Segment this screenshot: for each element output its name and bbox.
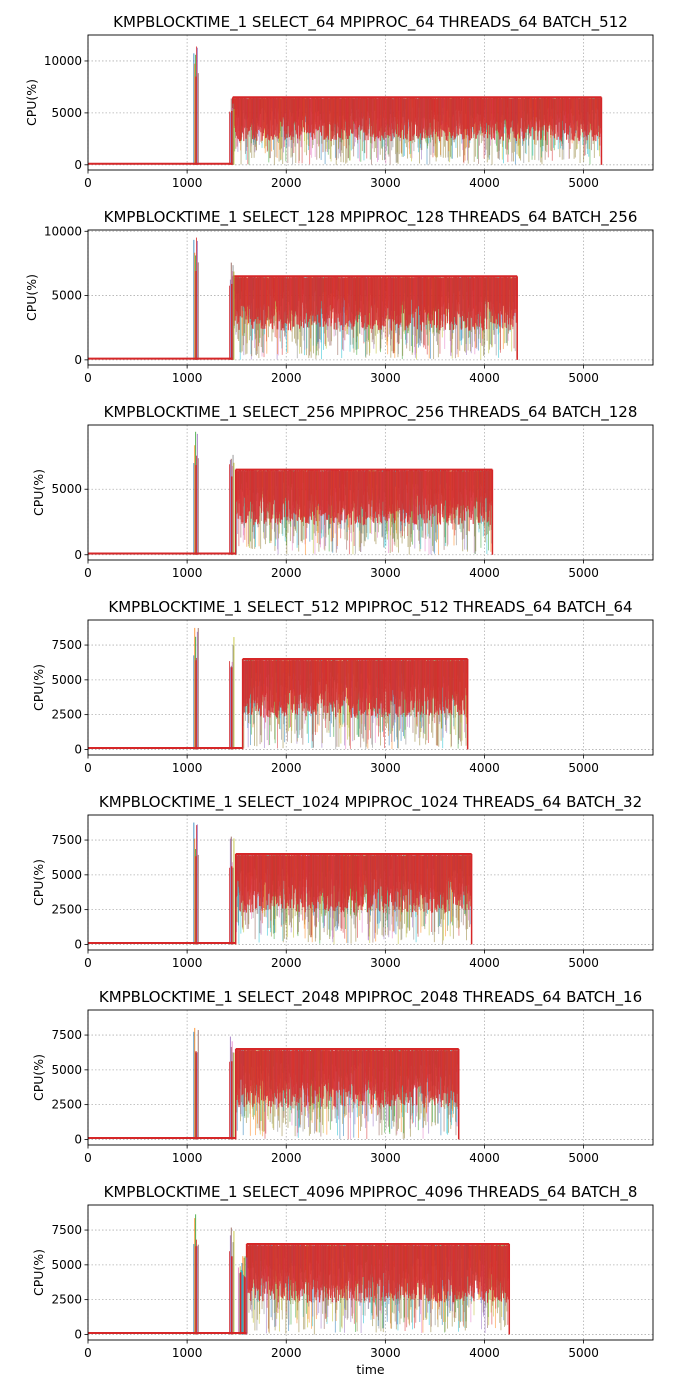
axes-frame: [87, 814, 654, 951]
x-tick-label: 5000: [568, 176, 599, 190]
x-tick-label: 2000: [271, 761, 302, 775]
subplot-title: KMPBLOCKTIME_1 SELECT_128 MPIPROC_128 TH…: [104, 208, 638, 227]
axes-frame: [87, 34, 654, 171]
x-tick-label: 5000: [568, 956, 599, 970]
x-tick-label: 4000: [469, 371, 500, 385]
axes-frame: [87, 619, 654, 756]
x-tick-label: 0: [84, 956, 92, 970]
y-axis-label: CPU(%): [31, 1054, 46, 1101]
cpu-trace-red: [235, 469, 493, 525]
x-tick-label: 3000: [370, 176, 401, 190]
x-tick-label: 3000: [370, 956, 401, 970]
subplot-6: KMPBLOCKTIME_1 SELECT_2048 MPIPROC_2048 …: [31, 988, 654, 1165]
x-tick-label: 2000: [271, 1151, 302, 1165]
y-tick-label: 10000: [44, 224, 82, 238]
y-tick-label: 2500: [51, 1098, 82, 1112]
x-tick-label: 1000: [172, 371, 203, 385]
data-layer: [88, 46, 603, 165]
x-tick-label: 0: [84, 176, 92, 190]
data-layer: [88, 822, 473, 945]
x-tick-label: 2000: [271, 176, 302, 190]
subplot-7: KMPBLOCKTIME_1 SELECT_4096 MPIPROC_4096 …: [31, 1183, 654, 1377]
x-tick-label: 1000: [172, 1151, 203, 1165]
y-tick-label: 0: [74, 548, 82, 562]
x-tick-label: 5000: [568, 1151, 599, 1165]
x-tick-label: 0: [84, 371, 92, 385]
x-tick-label: 3000: [370, 1151, 401, 1165]
x-tick-label: 4000: [469, 566, 500, 580]
cpu-trace-red: [235, 853, 473, 913]
x-tick-label: 4000: [469, 176, 500, 190]
x-tick-label: 2000: [271, 956, 302, 970]
x-tick-label: 0: [84, 761, 92, 775]
x-tick-label: 1000: [172, 176, 203, 190]
axes-frame: [87, 424, 654, 561]
subplot-3: KMPBLOCKTIME_1 SELECT_256 MPIPROC_256 TH…: [31, 403, 654, 580]
x-tick-label: 3000: [370, 761, 401, 775]
cpu-trace-red: [232, 276, 518, 331]
y-tick-label: 2500: [51, 903, 82, 917]
cpu-trace-red: [232, 97, 603, 142]
axes-frame: [87, 1009, 654, 1146]
subplot-1: KMPBLOCKTIME_1 SELECT_64 MPIPROC_64 THRE…: [24, 13, 654, 190]
x-tick-label: 2000: [271, 371, 302, 385]
x-tick-label: 1000: [172, 956, 203, 970]
subplot-title: KMPBLOCKTIME_1 SELECT_64 MPIPROC_64 THRE…: [113, 13, 628, 32]
y-tick-label: 5000: [51, 482, 82, 496]
subplot-5: KMPBLOCKTIME_1 SELECT_1024 MPIPROC_1024 …: [31, 793, 654, 970]
y-tick-label: 5000: [51, 289, 82, 303]
y-tick-label: 10000: [44, 54, 82, 68]
y-axis-label: CPU(%): [24, 79, 39, 126]
subplot-4: KMPBLOCKTIME_1 SELECT_512 MPIPROC_512 TH…: [31, 598, 654, 775]
y-axis-label: CPU(%): [24, 274, 39, 321]
subplot-title: KMPBLOCKTIME_1 SELECT_1024 MPIPROC_1024 …: [99, 793, 642, 812]
x-tick-label: 5000: [568, 371, 599, 385]
data-layer: [88, 237, 518, 360]
cpu-trace-red: [235, 1048, 460, 1108]
x-tick-label: 4000: [469, 1151, 500, 1165]
x-tick-label: 3000: [370, 566, 401, 580]
data-layer: [88, 431, 494, 555]
subplot-title: KMPBLOCKTIME_1 SELECT_4096 MPIPROC_4096 …: [104, 1183, 638, 1202]
x-tick-label: 3000: [370, 371, 401, 385]
data-layer: [88, 1214, 511, 1335]
data-layer: [88, 1027, 460, 1140]
subplot-title: KMPBLOCKTIME_1 SELECT_512 MPIPROC_512 TH…: [108, 598, 632, 617]
x-tick-label: 4000: [469, 761, 500, 775]
data-layer: [88, 627, 469, 750]
x-tick-label: 5000: [568, 761, 599, 775]
x-tick-label: 5000: [568, 566, 599, 580]
x-tick-label: 2000: [271, 566, 302, 580]
y-axis-label: CPU(%): [31, 664, 46, 711]
axes-frame: [87, 229, 654, 366]
subplot-title: KMPBLOCKTIME_1 SELECT_256 MPIPROC_256 TH…: [104, 403, 638, 422]
x-tick-label: 0: [84, 1151, 92, 1165]
x-tick-label: 1000: [172, 761, 203, 775]
y-tick-label: 7500: [51, 1028, 82, 1042]
y-tick-label: 2500: [51, 708, 82, 722]
y-tick-label: 0: [74, 1132, 82, 1146]
x-tick-label: 0: [84, 566, 92, 580]
x-tick-label: 1000: [172, 566, 203, 580]
y-tick-label: 7500: [51, 638, 82, 652]
y-tick-label: 5000: [51, 1063, 82, 1077]
subplot-2: KMPBLOCKTIME_1 SELECT_128 MPIPROC_128 TH…: [24, 208, 654, 385]
y-tick-label: 0: [74, 742, 82, 756]
y-tick-label: 0: [74, 158, 82, 172]
y-tick-label: 5000: [51, 106, 82, 120]
y-axis-label: CPU(%): [31, 469, 46, 516]
y-tick-label: 5000: [51, 868, 82, 882]
y-tick-label: 0: [74, 353, 82, 367]
y-tick-label: 5000: [51, 673, 82, 687]
subplot-title: KMPBLOCKTIME_1 SELECT_2048 MPIPROC_2048 …: [99, 988, 642, 1007]
y-tick-label: 7500: [51, 833, 82, 847]
x-tick-label: 4000: [469, 956, 500, 970]
y-axis-label: CPU(%): [31, 859, 46, 906]
y-tick-label: 0: [74, 937, 82, 951]
